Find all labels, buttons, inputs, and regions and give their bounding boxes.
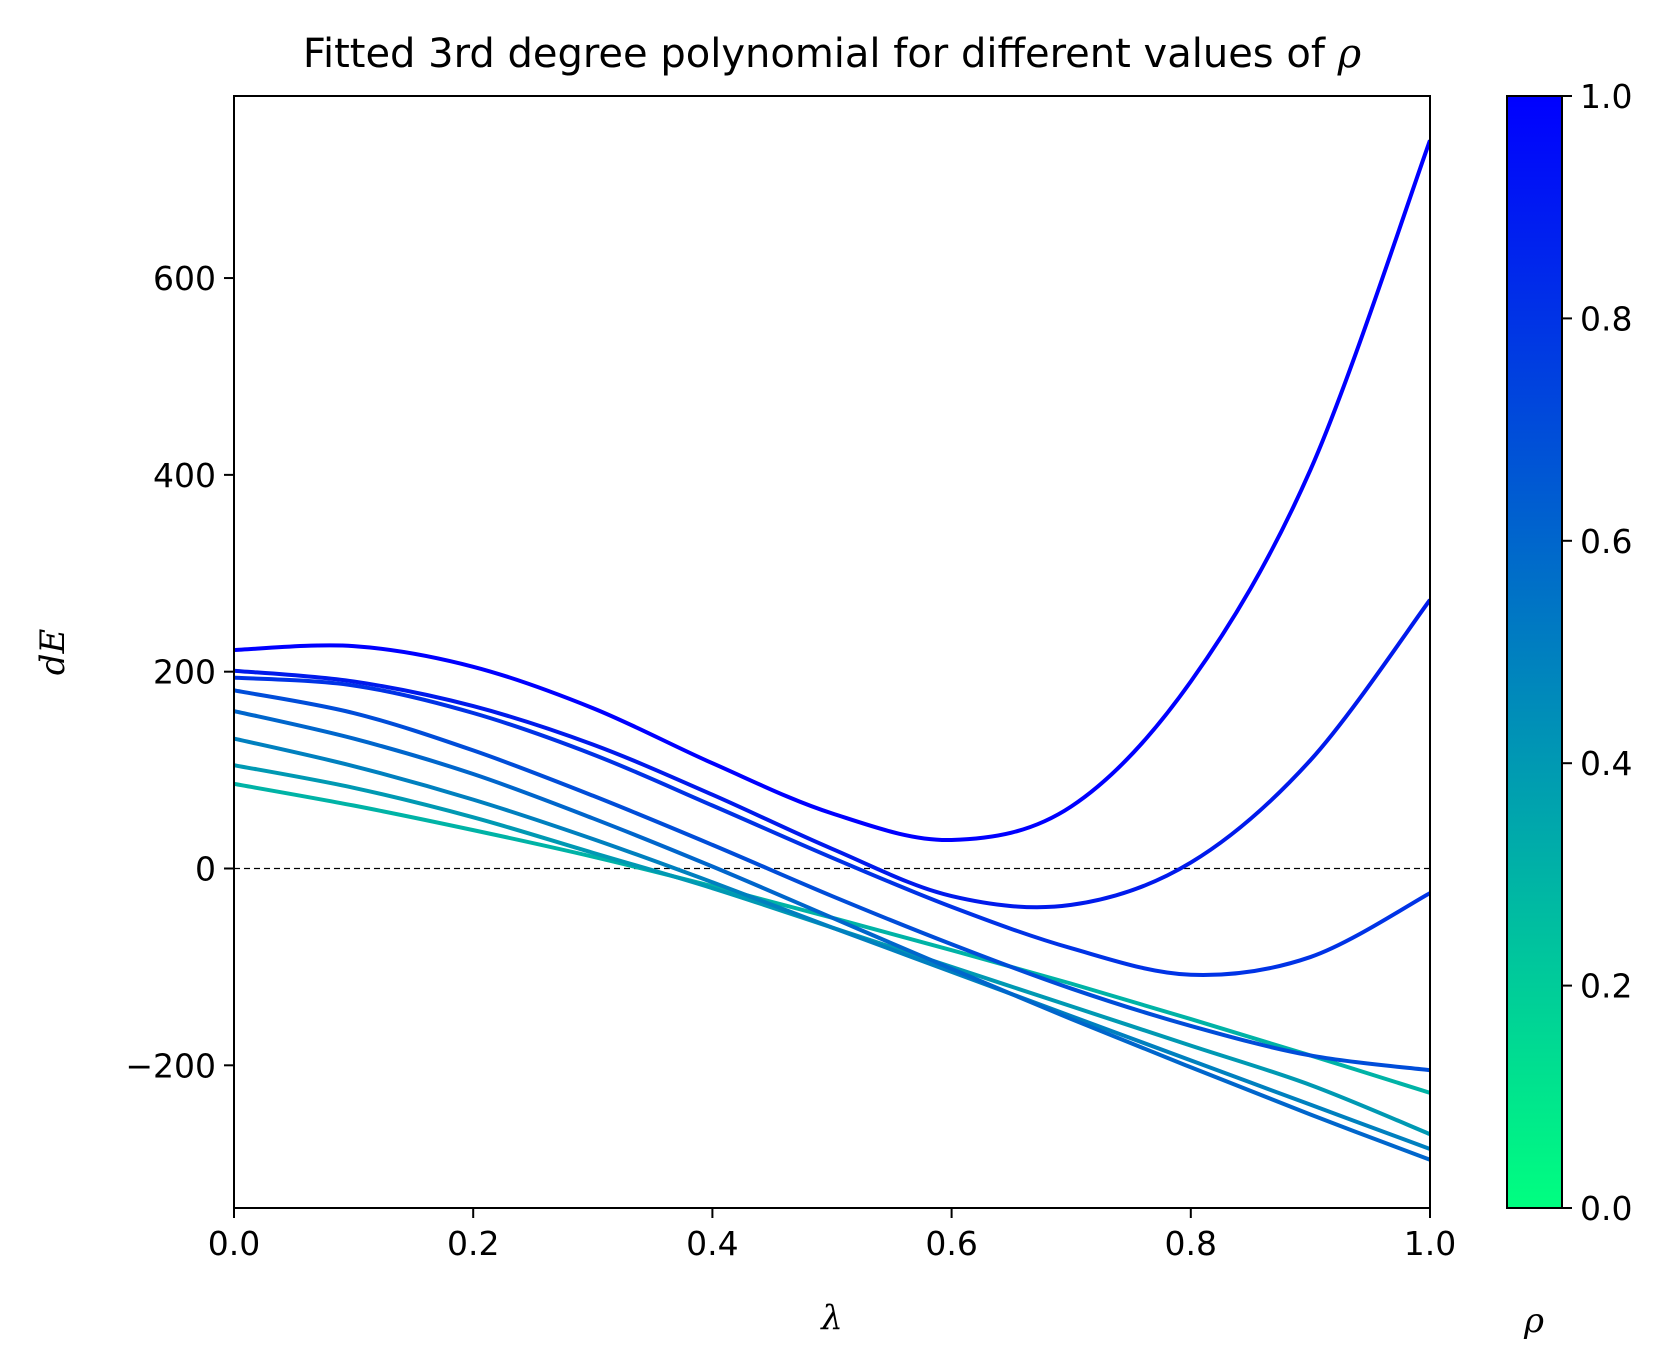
colorbar-gradient (1506, 95, 1563, 1209)
y-tick-label: 400 (153, 456, 216, 495)
colorbar-tick-label: 1.0 (1580, 77, 1632, 116)
colorbar-tick-label: 0.2 (1580, 967, 1632, 1006)
x-tick-label: 1.0 (1404, 1224, 1456, 1263)
colorbar-tick-label: 0.0 (1580, 1189, 1632, 1228)
y-axis-label: dE (33, 629, 73, 676)
x-tick-label: 0.2 (447, 1224, 499, 1263)
plot-frame (233, 95, 1431, 1209)
colorbar-tick-label: 0.8 (1580, 299, 1632, 338)
y-tick-label: 0 (195, 849, 216, 888)
y-tick-label: −200 (125, 1046, 216, 1085)
colorbar-ticks: 0.0 0.2 0.4 0.6 0.8 1.0 (1562, 77, 1632, 1228)
x-tick-label: 0.8 (1165, 1224, 1217, 1263)
chart-title: Fitted 3rd degree polynomial for differe… (303, 31, 1362, 77)
y-tick-label: 200 (153, 653, 216, 692)
x-tick-label: 0.6 (925, 1224, 977, 1263)
y-tick-label: 600 (153, 259, 216, 298)
plot-area (233, 95, 1431, 1209)
x-tick-label: 0.0 (208, 1224, 260, 1263)
colorbar-label: ρ (1523, 1301, 1544, 1341)
series-line-rho-0-5 (234, 736, 1430, 1151)
series-line-rho-0-9 (234, 598, 1430, 910)
series-line-rho-0-7 (234, 688, 1430, 1073)
colorbar-tick-label: 0.6 (1580, 522, 1632, 561)
x-tick-label: 0.4 (686, 1224, 738, 1263)
x-axis: 0.0 0.2 0.4 0.6 0.8 1.0 (208, 1208, 1456, 1263)
series-line-rho-1 (234, 139, 1430, 842)
series-line-rho-0-8 (234, 675, 1430, 977)
series-line-rho-0-6 (234, 709, 1430, 1162)
y-axis: −200 0 200 400 600 (125, 259, 234, 1085)
colorbar: 0.0 0.2 0.4 0.6 0.8 1.0 ρ (1506, 77, 1632, 1341)
x-axis-label: λ (819, 1298, 843, 1338)
series-group (234, 139, 1430, 1162)
colorbar-tick-label: 0.4 (1580, 744, 1632, 783)
